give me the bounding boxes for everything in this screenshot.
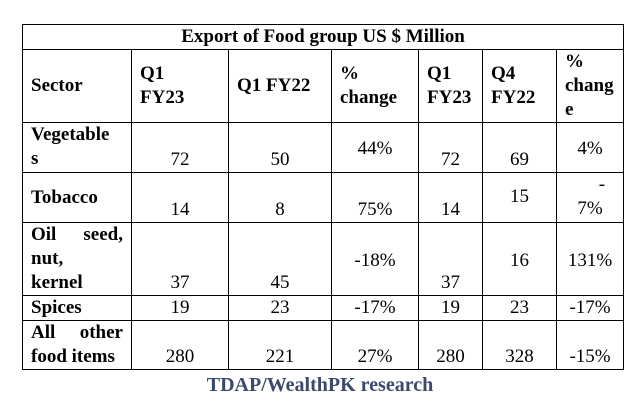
header-q1-fy23: Q1 FY23	[131, 49, 229, 123]
cell-q1-fy23-b: 19	[418, 295, 483, 321]
cell-pct-change-1: 75%	[331, 172, 419, 223]
cell-q1-fy23-b: 37	[418, 222, 483, 296]
food-export-table: Export of Food group US $ Million Sector…	[21, 24, 625, 370]
cell-pct-change-2: -17%	[555, 295, 625, 321]
cell-q1-fy22: 45	[228, 222, 332, 296]
header-q1-fy22: Q1 FY22	[228, 49, 332, 123]
table-row: Spices 19 23 -17% 19 23 -17%	[22, 295, 625, 321]
header-q1-fy23-b: Q1 FY23	[418, 49, 483, 123]
table-row: Tobacco 14 8 75% 14 15 -7%	[22, 172, 625, 223]
cell-q4-fy22: 23	[482, 295, 557, 321]
table-title: Export of Food group US $ Million	[21, 24, 625, 50]
cell-q1-fy23-b: 72	[418, 122, 483, 173]
cell-pct-change-1: 27%	[331, 320, 419, 370]
row-sector: Oil seed, nut, kernel	[22, 222, 132, 296]
cell-pct-change-2: -7%	[555, 172, 625, 223]
header-row: Sector Q1 FY23 Q1 FY22 % change Q1 FY23 Q4 F…	[22, 49, 625, 123]
header-pct-change-2: % chang e	[555, 49, 625, 123]
cell-q4-fy22: 16	[482, 222, 557, 296]
cell-pct-change-1: -18%	[331, 222, 419, 296]
cell-pct-change-2: -15%	[555, 320, 625, 370]
cell-q1-fy22: 8	[228, 172, 332, 223]
cell-q1-fy23: 280	[131, 320, 229, 370]
row-sector: Spices	[22, 295, 132, 321]
cell-q4-fy22: 69	[482, 122, 557, 173]
cell-q1-fy23-b: 280	[418, 320, 483, 370]
source-credit: TDAP/WealthPK research	[206, 374, 434, 396]
cell-pct-change-2: 4%	[555, 122, 625, 173]
cell-pct-change-1: -17%	[331, 295, 419, 321]
cell-q4-fy22: 15	[482, 172, 557, 223]
table-row: Oil seed, nut, kernel 37 45 -18% 37 16 131…	[22, 222, 625, 296]
cell-pct-change-2: 131%	[555, 222, 625, 296]
cell-q1-fy22: 23	[228, 295, 332, 321]
cell-q1-fy23: 14	[131, 172, 229, 223]
cell-q1-fy22: 221	[228, 320, 332, 370]
cell-q1-fy23: 19	[131, 295, 229, 321]
table-row: All other food items 280 221 27% 280 328 …	[22, 320, 625, 370]
cell-q1-fy22: 50	[228, 122, 332, 173]
row-sector: Tobacco	[22, 172, 132, 223]
cell-pct-change-1: 44%	[331, 122, 419, 173]
header-q4-fy22: Q4 FY22	[482, 49, 557, 123]
table-row: Vegetable s 72 50 44% 72 69 4%	[22, 122, 625, 173]
cell-q1-fy23: 72	[131, 122, 229, 173]
header-sector: Sector	[22, 49, 132, 123]
header-pct-change-1: % change	[331, 49, 419, 123]
row-sector: All other food items	[22, 320, 132, 370]
row-sector: Vegetable s	[22, 122, 132, 173]
cell-q1-fy23-b: 14	[418, 172, 483, 223]
cell-q1-fy23: 37	[131, 222, 229, 296]
cell-q4-fy22: 328	[482, 320, 557, 370]
